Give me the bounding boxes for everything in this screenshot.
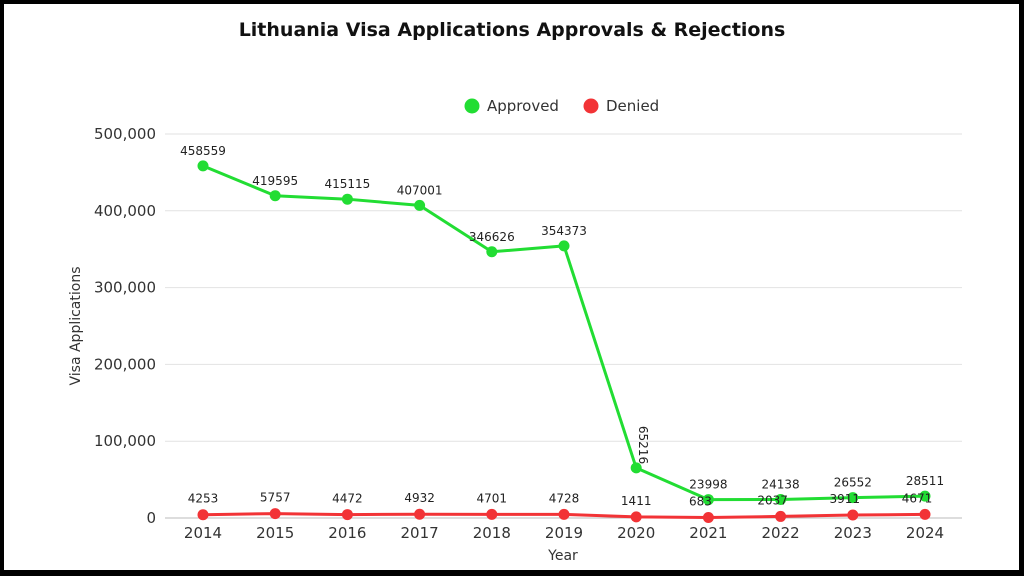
data-label: 415115: [324, 177, 370, 191]
data-label: 4932: [404, 491, 435, 505]
data-label: 4701: [477, 491, 508, 505]
data-point[interactable]: [775, 510, 787, 522]
legend-label: Approved: [487, 97, 559, 115]
data-point[interactable]: [269, 508, 281, 520]
x-tick-label: 2015: [256, 524, 294, 542]
data-point[interactable]: [630, 462, 642, 474]
legend-marker-icon: [583, 98, 599, 114]
x-tick-label: 2024: [906, 524, 944, 542]
data-label: 346626: [469, 230, 515, 244]
data-point[interactable]: [414, 508, 426, 520]
data-point[interactable]: [269, 190, 281, 202]
data-point[interactable]: [558, 240, 570, 252]
data-point[interactable]: [919, 490, 931, 502]
data-point[interactable]: [630, 511, 642, 523]
data-label: 4671: [902, 491, 933, 505]
data-label: 419595: [252, 174, 298, 188]
data-point[interactable]: [702, 494, 714, 506]
data-label: 2037: [757, 493, 788, 507]
y-tick-label: 300,000: [94, 279, 156, 297]
data-label: 4472: [332, 492, 363, 506]
data-point[interactable]: [197, 160, 209, 172]
data-label: 5757: [260, 491, 291, 505]
series-line-approved: [202, 164, 926, 502]
data-point[interactable]: [341, 509, 353, 521]
x-tick-label: 2020: [617, 524, 655, 542]
data-label: 65216: [636, 426, 650, 464]
data-point[interactable]: [486, 508, 498, 520]
x-tick-label: 2019: [545, 524, 583, 542]
data-label: 23998: [689, 478, 727, 492]
legend-marker-icon: [464, 98, 480, 114]
data-point[interactable]: [919, 508, 931, 520]
chart-background: [4, 4, 1019, 570]
data-label: 3911: [830, 492, 861, 506]
chart-title: Lithuania Visa Applications Approvals & …: [238, 19, 786, 41]
data-label: 24138: [762, 477, 800, 491]
data-point[interactable]: [702, 511, 714, 523]
x-tick-label: 2016: [328, 524, 366, 542]
data-point[interactable]: [341, 193, 353, 205]
x-axis-label: Year: [547, 548, 578, 564]
data-point[interactable]: [775, 493, 787, 505]
data-label: 26552: [834, 476, 872, 490]
y-tick-label: 100,000: [94, 432, 156, 450]
legend-label: Denied: [606, 97, 659, 115]
data-label: 4728: [549, 491, 580, 505]
data-label: 683: [689, 494, 712, 508]
data-point[interactable]: [414, 199, 426, 211]
data-label: 354373: [541, 224, 587, 238]
data-label: 28511: [906, 474, 944, 488]
x-tick-label: 2023: [834, 524, 872, 542]
y-tick-label: 0: [146, 509, 156, 527]
data-point[interactable]: [558, 508, 570, 520]
data-label: 407001: [397, 183, 443, 197]
data-point[interactable]: [197, 509, 209, 521]
y-tick-label: 400,000: [94, 202, 156, 220]
data-point[interactable]: [486, 246, 498, 258]
data-label: 458559: [180, 144, 226, 158]
x-tick-label: 2021: [689, 524, 727, 542]
x-tick-label: 2014: [184, 524, 222, 542]
x-tick-label: 2018: [473, 524, 511, 542]
data-point[interactable]: [847, 509, 859, 521]
data-label: 4253: [188, 492, 219, 506]
y-axis-label: Visa Applications: [68, 267, 84, 386]
y-tick-label: 500,000: [94, 125, 156, 143]
data-point[interactable]: [847, 492, 859, 504]
y-tick-label: 200,000: [94, 355, 156, 373]
data-label: 1411: [621, 494, 652, 508]
x-tick-label: 2022: [762, 524, 800, 542]
x-tick-label: 2017: [401, 524, 439, 542]
